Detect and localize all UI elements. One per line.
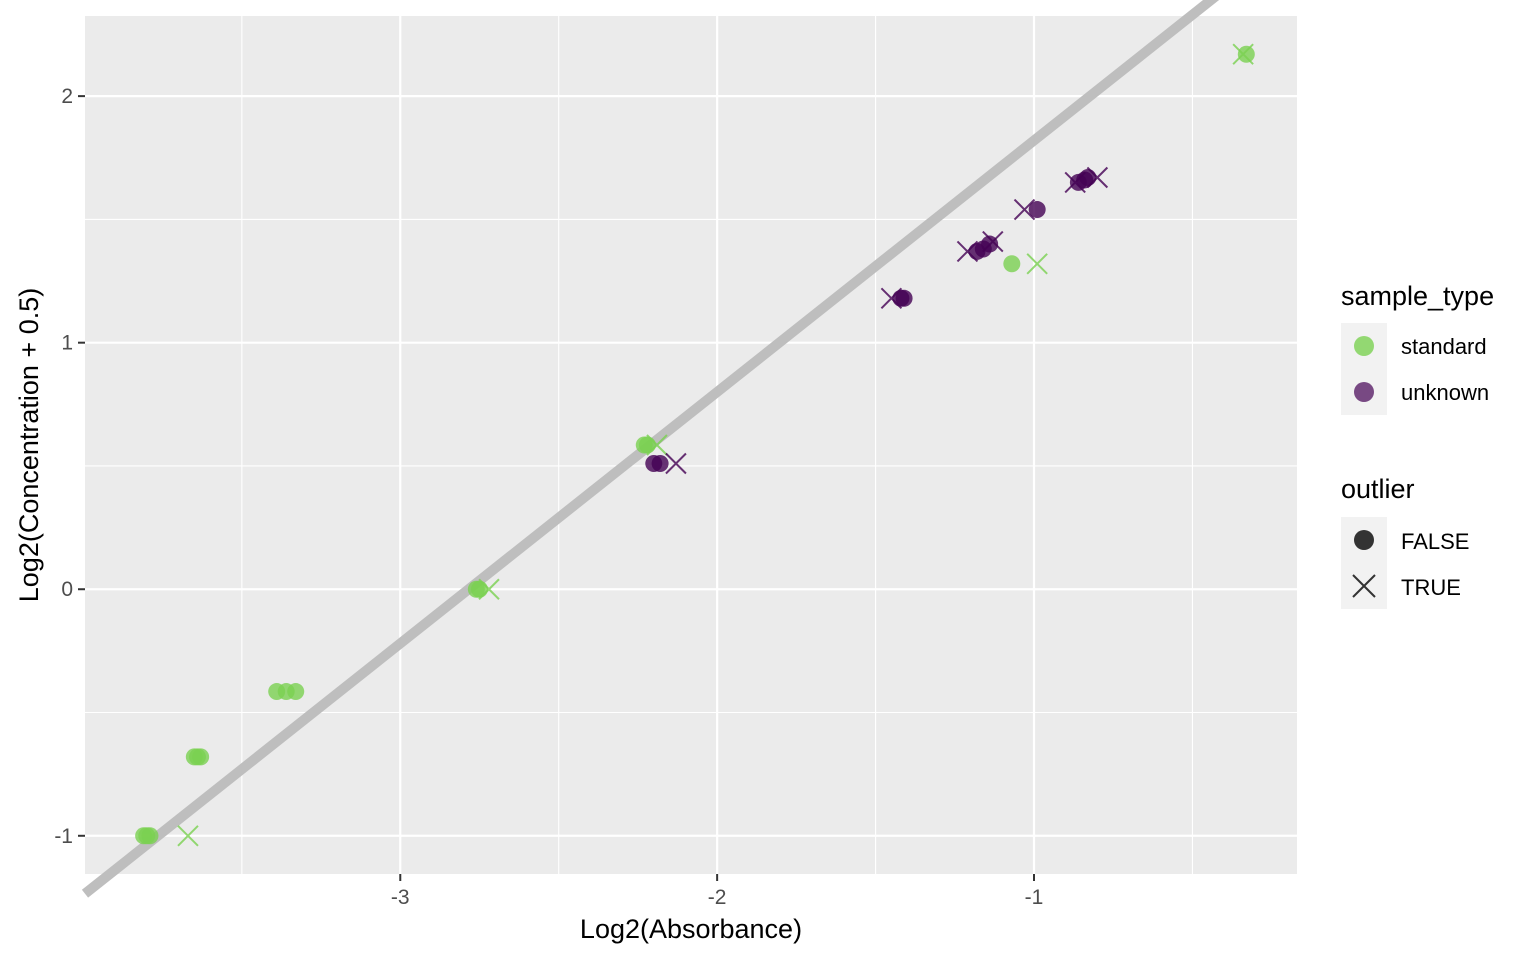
legend-key-standard	[1354, 336, 1374, 356]
y-tick-label: 0	[61, 578, 73, 601]
legend-key-false	[1354, 530, 1374, 550]
data-point-standard-outlier	[646, 434, 668, 456]
data-point-unknown-outlier	[982, 230, 1004, 253]
x-axis-title: Log2(Absorbance)	[580, 914, 802, 944]
y-tick-label: 2	[61, 85, 73, 108]
data-point-unknown	[1028, 201, 1046, 219]
data-point-standard-outlier	[1026, 253, 1048, 275]
data-point-unknown	[895, 289, 913, 307]
fit-line	[81, 0, 1220, 898]
legend-key-unknown	[1354, 382, 1374, 402]
legend-sample-type-title: sample_type	[1341, 281, 1494, 311]
y-axis-title: Log2(Concentration + 0.5)	[14, 288, 44, 602]
x-tick-label: -2	[708, 886, 727, 909]
legend-outlier-title: outlier	[1341, 474, 1415, 504]
data-point-standard-outlier	[478, 578, 500, 600]
data-point-unknown	[1079, 168, 1097, 186]
x-tick-label: -3	[391, 886, 410, 909]
data-point-unknown-outlier	[665, 452, 687, 475]
legend-sample-type: sample_type standard unknown	[1341, 281, 1494, 415]
axis-ticks	[78, 95, 1036, 881]
data-point-standard-outlier	[177, 825, 199, 847]
data-point-standard	[1237, 45, 1255, 63]
data-point-unknown	[651, 454, 669, 472]
legend-label-false: FALSE	[1401, 529, 1469, 554]
data-point-standard	[192, 748, 210, 766]
legend-outlier: outlier FALSE TRUE	[1341, 474, 1469, 609]
legend-label-unknown: unknown	[1401, 380, 1489, 405]
x-tick-label: -1	[1025, 886, 1044, 909]
data-point-unknown-outlier	[1086, 166, 1109, 189]
data-point-standard	[638, 436, 656, 454]
data-point-standard	[287, 683, 305, 701]
y-tick-label: 1	[61, 332, 73, 355]
data-point-standard	[470, 580, 488, 598]
fit-line-layer	[81, 0, 1220, 898]
y-tick-label: -1	[54, 825, 73, 848]
major-gridlines	[85, 16, 1297, 874]
legend-key-true	[1352, 574, 1376, 598]
data-point-standard	[141, 827, 159, 845]
minor-gridlines	[85, 16, 1297, 874]
data-point-standard	[1003, 255, 1021, 273]
legend-label-true: TRUE	[1401, 575, 1461, 600]
points-layer	[135, 43, 1255, 847]
data-point-unknown-outlier	[1013, 198, 1036, 221]
tick-labels: -3 -2 -1 -1 0 1 2	[54, 85, 1043, 909]
legend-label-standard: standard	[1401, 334, 1487, 359]
